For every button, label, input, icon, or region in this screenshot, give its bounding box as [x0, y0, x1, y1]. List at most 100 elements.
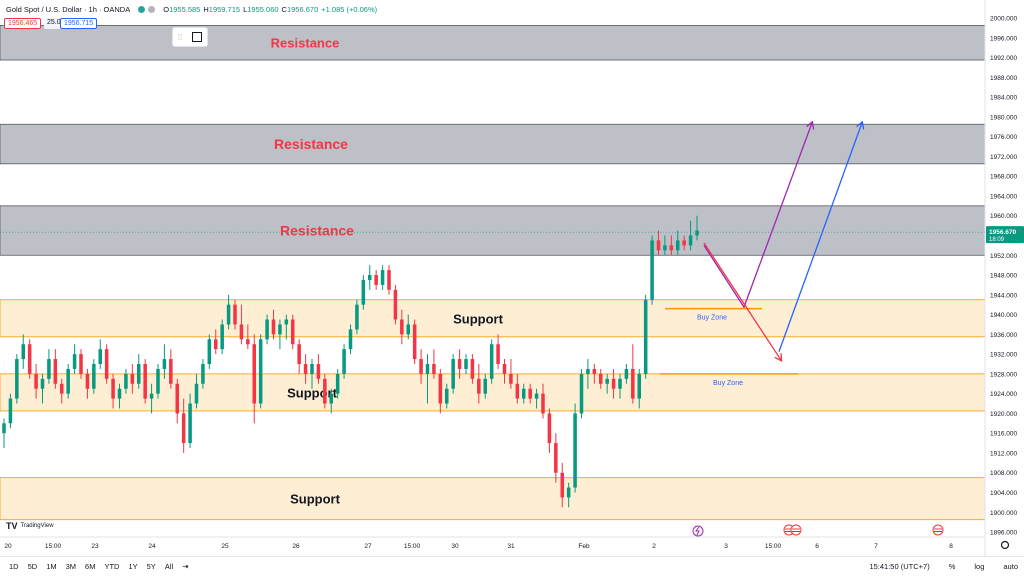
range-ytd[interactable]: YTD	[104, 562, 120, 571]
time-tick-label: 23	[91, 543, 99, 550]
time-axis: 20 15:00 23 24 25 26 27 15:00 30 31 Feb 2 3 15:00 6 7 8	[0, 524, 1010, 550]
candle-body	[598, 373, 603, 384]
us-flag-event-icon[interactable]	[790, 524, 802, 536]
candle-body	[387, 270, 391, 290]
buy-zone-label: Buy Zone	[697, 315, 727, 322]
time-tick-label: 6	[815, 543, 819, 550]
settings-gear-icon[interactable]	[1000, 540, 1010, 550]
candle-body	[310, 364, 314, 374]
buy-button[interactable]: 1956.715	[60, 18, 98, 29]
close-value: 1956.670	[286, 4, 319, 14]
candle-body	[400, 319, 404, 335]
date-range-icon[interactable]: ⇥	[182, 562, 189, 571]
candle-body	[643, 299, 648, 374]
range-1y[interactable]: 1Y	[128, 562, 138, 571]
candle-body	[79, 354, 83, 374]
candle-body	[560, 472, 565, 498]
resistance-label: Resistance	[271, 36, 340, 51]
log-toggle[interactable]: log	[974, 562, 985, 571]
price-tick-label: 1928.000	[990, 371, 1017, 378]
candles-layer	[2, 215, 699, 508]
price-axis: 1896.000 1900.000 1904.000 1908.000 1912.000…	[984, 0, 1024, 556]
candle-body	[592, 368, 597, 374]
price-tick-label: 1920.000	[990, 411, 1017, 418]
range-5d[interactable]: 5D	[27, 562, 38, 571]
candle-body	[188, 403, 192, 444]
candle-body	[374, 275, 378, 285]
symbol-title[interactable]: Gold Spot / U.S. Dollar · 1h · OANDA	[6, 4, 131, 14]
tradingview-logo: TV TradingView	[6, 521, 54, 531]
candle-body	[85, 373, 90, 389]
candle-body	[496, 344, 500, 364]
price-tick-label: 1912.000	[990, 450, 1017, 457]
candle-body	[40, 378, 45, 389]
range-1m[interactable]: 1M	[46, 562, 57, 571]
candle-body	[457, 359, 462, 369]
candle-body	[284, 319, 289, 325]
candle-body	[175, 383, 180, 414]
price-tick-label: 1984.000	[990, 95, 1017, 102]
candle-body	[169, 359, 173, 384]
time-tick-label: 3	[724, 543, 728, 550]
time-tick-label: 24	[148, 543, 156, 550]
projection-purple-line	[703, 123, 812, 309]
close-label: C	[281, 4, 287, 14]
candle-body	[194, 383, 199, 404]
price-axis-bg	[985, 0, 1024, 556]
candle-body	[348, 329, 353, 350]
candle-body	[15, 359, 19, 399]
drawing-toolbar[interactable]: ⁞⁞	[172, 27, 208, 47]
candle-body	[342, 349, 346, 374]
auto-toggle[interactable]: auto	[1003, 562, 1018, 571]
percent-toggle[interactable]: %	[948, 562, 956, 571]
time-tick-label: 15:00	[404, 543, 421, 550]
price-tick-label: 1948.000	[990, 273, 1017, 280]
status-icon	[148, 5, 156, 13]
price-tick-label: 1968.000	[990, 174, 1017, 181]
candle-body	[303, 364, 308, 374]
candle-body	[669, 245, 674, 251]
candle-body	[239, 324, 244, 340]
candle-body	[566, 487, 571, 498]
high-label: H	[203, 4, 209, 14]
candle-body	[451, 359, 455, 389]
range-3m[interactable]: 3M	[65, 562, 77, 571]
range-5y[interactable]: 5Y	[146, 562, 156, 571]
candle-body	[117, 388, 122, 399]
rectangle-tool-icon[interactable]	[192, 32, 203, 42]
clock-time[interactable]: 15:41:50 (UTC+7)	[869, 562, 930, 571]
range-1d[interactable]: 1D	[9, 562, 19, 571]
projection-red-line	[703, 242, 781, 360]
candle-body	[573, 413, 577, 488]
time-tick-label: 26	[292, 543, 300, 550]
candle-body	[355, 304, 359, 330]
candle-body	[111, 378, 115, 399]
candle-body	[316, 364, 321, 379]
candle-body	[438, 373, 443, 404]
sell-button[interactable]: 1956.465	[4, 18, 42, 29]
candle-body	[130, 373, 135, 384]
range-all[interactable]: All	[164, 562, 174, 571]
buy-zone-label: Buy Zone	[713, 380, 743, 387]
candle-body	[412, 324, 417, 360]
price-tick-label: 1932.000	[990, 352, 1017, 359]
time-tick-label: 15:00	[45, 543, 62, 550]
us-flag-event-icon[interactable]	[932, 524, 944, 536]
candle-body	[380, 270, 385, 285]
range-6m[interactable]: 6M	[85, 562, 96, 571]
price-tick-label: 1976.000	[990, 134, 1017, 141]
time-tick-label: 31	[507, 543, 515, 550]
candle-body	[72, 354, 77, 369]
candle-body	[695, 230, 699, 236]
candle-body	[419, 359, 423, 374]
drag-handle-icon[interactable]: ⁞⁞	[177, 32, 183, 42]
price-tick-label: 1944.000	[990, 292, 1017, 299]
candle-body	[181, 413, 186, 444]
candle-body	[547, 413, 552, 444]
candle-body	[27, 344, 32, 374]
candle-body	[323, 378, 327, 404]
high-value: 1959.715	[208, 4, 241, 14]
time-tick-label: 20	[4, 543, 12, 550]
candle-body	[541, 393, 545, 414]
